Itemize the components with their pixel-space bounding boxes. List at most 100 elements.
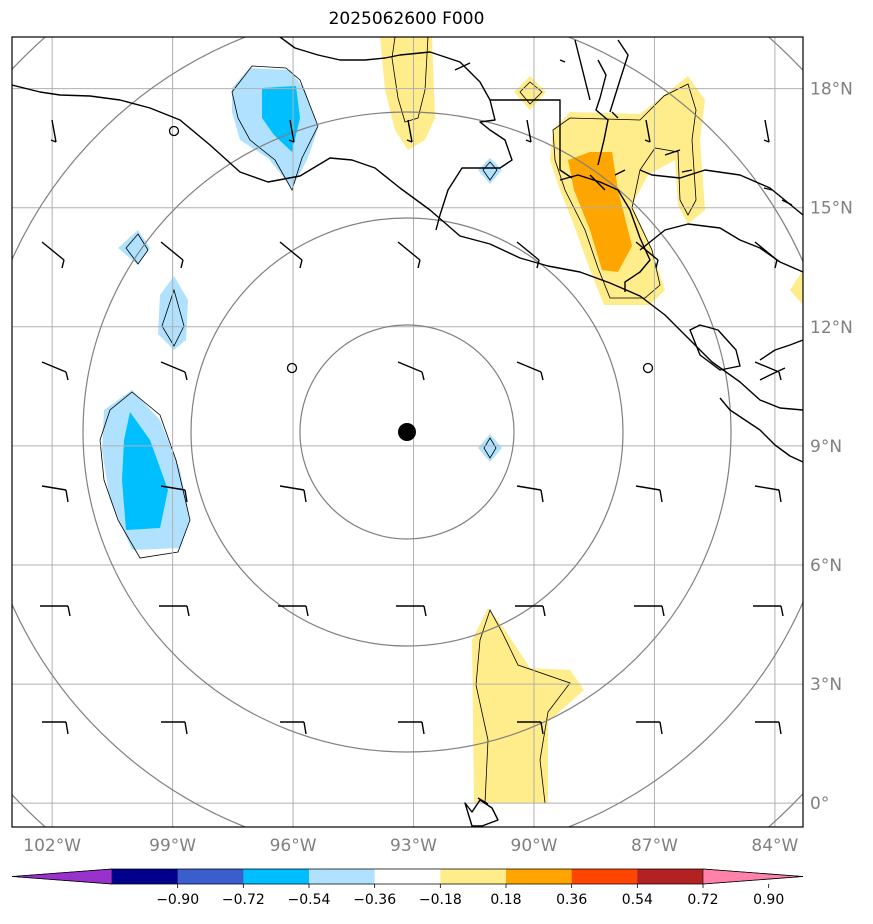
wind-barbs (40, 119, 784, 735)
negative-region-small-c (478, 158, 502, 184)
wind-barb (516, 361, 544, 381)
wind-barb (398, 721, 425, 735)
colorbar-label: −0.90 (156, 892, 199, 908)
lon-tick-labels: 102°W 99°W 96°W 93°W 90°W 87°W 84°W (23, 836, 798, 856)
coastline-dashed (454, 62, 793, 206)
map-title: 2025062600 F000 (328, 9, 485, 29)
wind-barb (160, 241, 184, 269)
lat-tick-label: 9°N (810, 437, 842, 457)
wind-barb (41, 361, 69, 381)
colorbar-outline (11, 868, 804, 885)
coastline-caribbean (639, 169, 803, 216)
positive-region-small-f (790, 270, 803, 305)
range-ring-1 (299, 324, 515, 540)
calm-marker (168, 125, 180, 137)
colorbar: −0.90 −0.72 −0.54 −0.36 −0.18 0.18 0.36 0.54 0.7… (11, 868, 804, 908)
wind-barb (41, 485, 69, 503)
wind-barb (754, 361, 782, 381)
wind-barb (159, 605, 190, 617)
wind-barb (42, 721, 69, 735)
lon-tick-label: 84°W (751, 836, 798, 856)
calm-markers (168, 125, 654, 374)
wind-barb (755, 721, 782, 735)
negative-region-small-a (118, 230, 150, 265)
coastline-mexico-pacific (12, 84, 803, 411)
wind-barb (278, 605, 309, 617)
lat-tick-label: 0° (810, 794, 829, 814)
colorbar-segment (243, 869, 310, 884)
coastline-costa-rica (719, 397, 803, 463)
contour-south-inner (475, 684, 489, 804)
wind-barb (397, 361, 425, 381)
colorbar-label: −0.18 (419, 892, 462, 908)
negative-region-small-d (478, 434, 502, 462)
lon-tick-label: 102°W (23, 836, 81, 856)
wind-barb (516, 241, 540, 269)
contour-small-b (161, 288, 185, 347)
colorbar-segment (309, 869, 375, 884)
positive-region-north (380, 37, 435, 150)
colorbar-segment (112, 869, 178, 884)
wind-barb (50, 119, 57, 143)
lon-tick-label: 99°W (149, 836, 196, 856)
colorbar-segment (506, 869, 572, 884)
wind-barb (279, 241, 303, 269)
colorbar-segment (637, 869, 704, 884)
wind-barb (515, 605, 546, 617)
colorbar-segment (571, 869, 638, 884)
contour-south (475, 609, 571, 804)
colorbar-label: 0.54 (622, 892, 653, 908)
range-ring-2 (190, 217, 624, 647)
contour-north (391, 37, 429, 123)
coastlines (12, 37, 803, 827)
plot-frame (11, 36, 804, 828)
positive-region-small-e (514, 76, 546, 110)
wind-barb (516, 485, 544, 503)
wind-barb (525, 119, 532, 143)
colorbar-label: 0.36 (556, 892, 587, 908)
wind-barb (397, 241, 421, 269)
wind-barb (396, 605, 427, 617)
wind-barb (753, 605, 784, 617)
calm-marker (286, 362, 298, 374)
contour-northwest (231, 65, 319, 191)
positive-region-south (472, 608, 584, 803)
colorbar-label: 0.18 (490, 892, 521, 908)
coastline-yucatan (490, 39, 629, 179)
colorbar-label: −0.54 (288, 892, 331, 908)
wind-barb (160, 361, 188, 381)
lat-tick-label: 12°N (810, 318, 853, 338)
negative-core-northwest (262, 86, 300, 152)
center-marker (398, 423, 416, 441)
wind-barb (160, 485, 188, 503)
lon-tick-label: 93°W (390, 836, 437, 856)
positive-core-northeast (568, 152, 632, 272)
colorbar-label: 0.72 (687, 892, 718, 908)
wind-barb (161, 721, 188, 735)
wind-barb (406, 119, 413, 143)
lat-tick-label: 3°N (810, 675, 842, 695)
wind-barb (517, 721, 544, 735)
wind-barb (279, 485, 307, 503)
contour-small-d (483, 437, 497, 459)
coastline-galapagos (464, 797, 499, 827)
lat-tick-label: 15°N (810, 199, 853, 219)
gridlines (12, 37, 803, 827)
colorbar-segment (374, 869, 441, 884)
colorbar-extend-low (11, 868, 113, 885)
wind-barb (636, 721, 663, 735)
colorbar-extend-high (702, 868, 804, 885)
colorbar-label: −0.36 (353, 892, 396, 908)
wind-barb (280, 721, 307, 735)
wind-barb (635, 241, 659, 269)
wind-barb (754, 241, 778, 269)
colorbar-label: 0.90 (753, 892, 784, 908)
wind-barb (754, 485, 782, 503)
calm-marker (642, 362, 654, 374)
negative-core-west (122, 412, 168, 530)
wind-barb (634, 605, 665, 617)
wind-barb (41, 241, 65, 269)
wind-barb (635, 485, 663, 503)
contour-west (99, 391, 191, 559)
